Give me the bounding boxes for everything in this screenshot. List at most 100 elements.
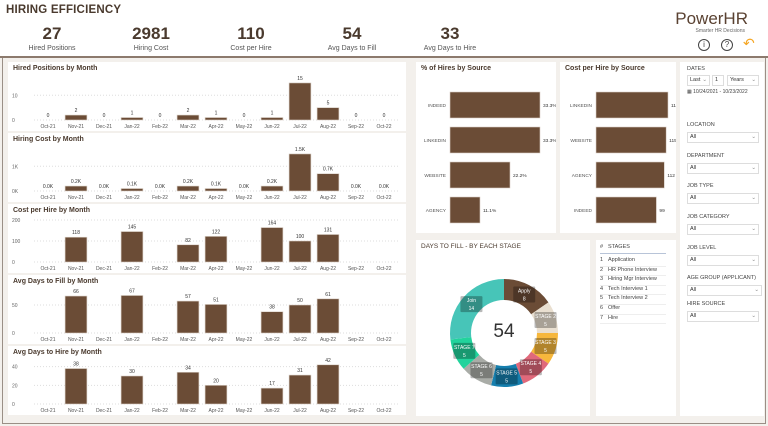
donut-slice[interactable] xyxy=(463,354,497,386)
bar[interactable] xyxy=(176,371,200,405)
slice-value: 5 xyxy=(505,378,508,384)
data-label: 42 xyxy=(325,358,331,364)
x-tick-label: Jul-22 xyxy=(293,266,307,272)
bar[interactable] xyxy=(204,188,228,192)
bar[interactable] xyxy=(64,236,88,263)
bar[interactable] xyxy=(64,185,88,192)
bar[interactable] xyxy=(260,387,284,405)
bar[interactable] xyxy=(204,385,228,405)
input-value: 1 xyxy=(715,77,719,83)
bar[interactable] xyxy=(120,188,144,192)
bar[interactable] xyxy=(176,244,200,263)
bar[interactable] xyxy=(176,300,200,334)
bar[interactable] xyxy=(64,295,88,334)
monthly-chart-panel: Hired Positions by Month 0 10 Oct-21 0 Nov-21… xyxy=(8,62,406,131)
bar[interactable] xyxy=(260,311,284,334)
stage-row: 5 Tech Interview 2 xyxy=(600,295,666,305)
bar[interactable] xyxy=(595,161,665,189)
bar[interactable] xyxy=(449,91,541,119)
x-tick-label: Jan-22 xyxy=(124,124,140,130)
dates-unit-select[interactable]: Years ⌄ xyxy=(727,75,759,86)
bar[interactable] xyxy=(204,236,228,263)
bar[interactable] xyxy=(288,374,312,405)
y-category-label: INDEED xyxy=(574,208,593,214)
bar[interactable] xyxy=(316,298,340,334)
kpi-avg-days-fill: 54 Avg Days to Fill xyxy=(302,24,402,52)
info-icon[interactable]: i xyxy=(698,39,710,51)
bar[interactable] xyxy=(176,185,200,192)
select-value: All xyxy=(690,195,697,201)
bar[interactable] xyxy=(316,173,340,192)
chevron-down-icon: ⌄ xyxy=(751,134,756,140)
filter-select[interactable]: All ⌄ xyxy=(687,255,759,266)
bar[interactable] xyxy=(288,240,312,263)
stage-row: 2 HR Phone Interview xyxy=(600,267,666,277)
data-label: 0 xyxy=(159,113,162,119)
bar[interactable] xyxy=(176,114,200,121)
bar[interactable] xyxy=(120,231,144,263)
x-tick-label: Feb-22 xyxy=(152,266,168,272)
x-tick-label: Feb-22 xyxy=(152,195,168,201)
filter-label: HIRE SOURCE xyxy=(687,301,726,307)
data-label: 33.3% xyxy=(543,138,556,144)
donut-slice[interactable] xyxy=(491,363,524,387)
bar[interactable] xyxy=(288,82,312,121)
select-value: All xyxy=(690,287,697,293)
bar[interactable] xyxy=(64,114,88,121)
data-label: 115 xyxy=(669,138,676,144)
filter-select[interactable]: All ⌄ xyxy=(687,224,759,235)
filter-select[interactable]: All ⌄ xyxy=(687,132,759,143)
data-label: 11.1% xyxy=(483,208,497,214)
x-tick-label: Oct-21 xyxy=(40,408,55,414)
filter-select[interactable]: All ⌄ xyxy=(687,311,759,322)
data-label: 33.3% xyxy=(543,103,556,109)
donut-slice[interactable] xyxy=(531,333,558,364)
filter-select[interactable]: All ⌄ xyxy=(687,163,759,174)
bar[interactable] xyxy=(316,234,340,263)
data-label: 17 xyxy=(269,381,275,387)
x-tick-label: Apr-22 xyxy=(208,195,223,201)
chevron-down-icon: ⌄ xyxy=(751,77,756,83)
data-label: 0.0K xyxy=(99,184,110,190)
data-label: 0 xyxy=(103,113,106,119)
donut-slice[interactable] xyxy=(450,336,480,369)
bar[interactable] xyxy=(260,227,284,263)
bar[interactable] xyxy=(204,304,228,334)
dates-count-input[interactable]: 1 xyxy=(712,75,724,86)
x-tick-label: Mar-22 xyxy=(180,124,196,130)
bar[interactable] xyxy=(120,375,144,405)
filter-select[interactable]: All ⌄ xyxy=(687,285,762,296)
bar[interactable] xyxy=(64,368,88,405)
donut-slice[interactable] xyxy=(531,302,558,333)
bar[interactable] xyxy=(449,196,481,224)
bar[interactable] xyxy=(595,126,667,154)
data-label: 112 xyxy=(667,173,675,179)
x-tick-label: Dec-21 xyxy=(96,408,112,414)
bar[interactable] xyxy=(120,295,144,334)
slice-value: 5 xyxy=(463,353,466,359)
bar[interactable] xyxy=(288,153,312,192)
chevron-down-icon: ⌄ xyxy=(751,313,756,319)
bar[interactable] xyxy=(449,126,541,154)
bar[interactable] xyxy=(316,107,340,121)
bar[interactable] xyxy=(595,91,669,119)
donut-slice[interactable] xyxy=(450,279,504,340)
bar[interactable] xyxy=(288,304,312,334)
donut-slice[interactable] xyxy=(504,279,549,315)
bar[interactable] xyxy=(204,117,228,121)
x-tick-label: Oct-22 xyxy=(376,195,391,201)
bar[interactable] xyxy=(260,117,284,121)
bar[interactable] xyxy=(260,185,284,192)
data-label: 66 xyxy=(73,289,79,295)
filter-select[interactable]: All ⌄ xyxy=(687,193,759,204)
bar[interactable] xyxy=(595,196,657,224)
bar[interactable] xyxy=(316,364,340,405)
back-icon[interactable]: ↶ xyxy=(743,35,755,51)
bar[interactable] xyxy=(449,161,511,189)
help-icon[interactable]: ? xyxy=(721,39,733,51)
bar[interactable] xyxy=(120,117,144,121)
donut-slice[interactable] xyxy=(515,351,549,384)
dates-relative-select[interactable]: Last ⌄ xyxy=(687,75,710,86)
data-label: 0.0K xyxy=(379,184,390,190)
data-label: 31 xyxy=(297,368,303,374)
